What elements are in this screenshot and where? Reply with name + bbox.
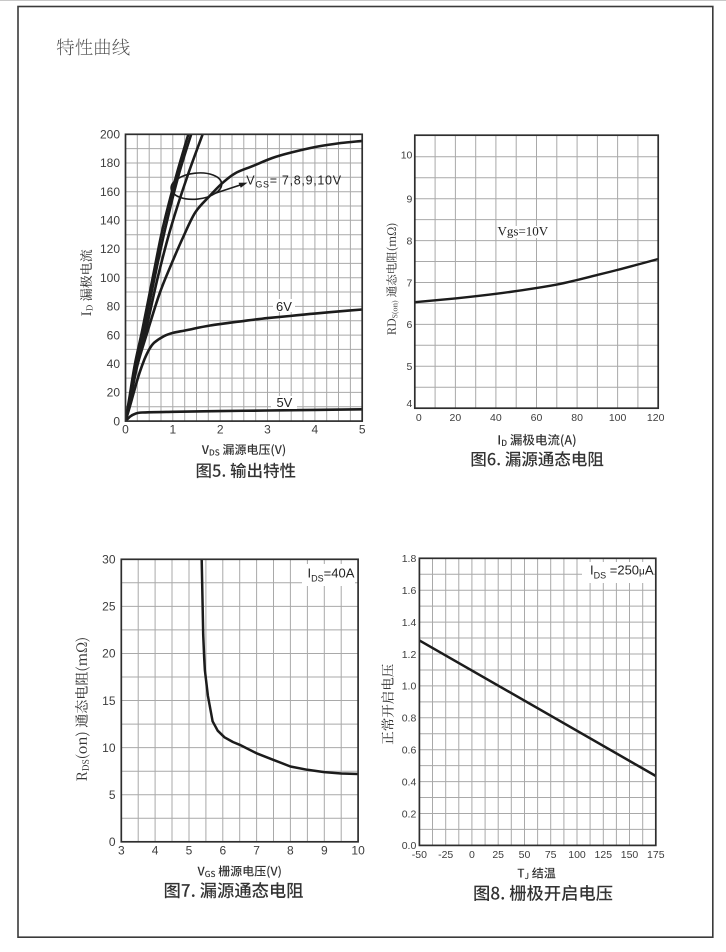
svg-text:30: 30 [102, 553, 116, 567]
svg-text:40: 40 [490, 412, 502, 424]
svg-text:8: 8 [287, 844, 294, 858]
svg-text:25: 25 [102, 600, 116, 614]
svg-text:0: 0 [122, 423, 129, 437]
svg-text:3: 3 [118, 844, 125, 858]
svg-text:150: 150 [621, 849, 639, 861]
svg-text:2: 2 [217, 423, 224, 437]
svg-text:80: 80 [107, 300, 121, 314]
svg-text:75: 75 [545, 849, 557, 861]
svg-text:0.0: 0.0 [402, 840, 417, 852]
svg-text:0: 0 [109, 835, 116, 849]
svg-text:6: 6 [219, 844, 226, 858]
svg-text:60: 60 [531, 412, 543, 424]
svg-text:20: 20 [450, 412, 462, 424]
svg-text:0.8: 0.8 [402, 713, 417, 725]
svg-text:160: 160 [100, 185, 120, 199]
svg-text:8: 8 [407, 235, 413, 247]
svg-text:4: 4 [407, 398, 413, 410]
svg-text:IDS =250μA: IDS =250μA [590, 563, 654, 581]
svg-text:10: 10 [401, 149, 413, 161]
svg-text:10: 10 [102, 741, 116, 755]
svg-text:5: 5 [359, 423, 366, 437]
svg-text:4: 4 [312, 423, 319, 437]
svg-text:9: 9 [321, 844, 328, 858]
svg-text:Vgs=10V: Vgs=10V [498, 224, 549, 239]
svg-text:125: 125 [595, 849, 613, 861]
svg-text:5: 5 [186, 844, 193, 858]
svg-text:200: 200 [100, 128, 120, 142]
svg-text:1: 1 [169, 423, 176, 437]
svg-text:50: 50 [519, 849, 531, 861]
svg-text:5V: 5V [276, 395, 292, 410]
svg-text:0.4: 0.4 [402, 776, 417, 788]
svg-text:4: 4 [152, 844, 159, 858]
svg-text:1.4: 1.4 [402, 617, 417, 629]
svg-text:3: 3 [264, 423, 271, 437]
svg-text:0.2: 0.2 [402, 808, 417, 820]
svg-text:9: 9 [407, 194, 413, 206]
svg-text:6V: 6V [276, 299, 292, 314]
svg-text:140: 140 [100, 214, 120, 228]
svg-text:7: 7 [253, 844, 260, 858]
svg-text:100: 100 [568, 849, 586, 861]
svg-text:-50: -50 [412, 849, 427, 861]
svg-text:-25: -25 [438, 849, 453, 861]
svg-text:10: 10 [351, 844, 365, 858]
svg-text:6: 6 [407, 319, 413, 331]
svg-text:0: 0 [113, 414, 120, 428]
svg-text:80: 80 [571, 412, 583, 424]
svg-text:1.8: 1.8 [402, 553, 417, 565]
svg-text:20: 20 [107, 386, 121, 400]
svg-text:VGS= 7,8,9,10V: VGS= 7,8,9,10V [246, 174, 341, 190]
svg-text:0: 0 [469, 849, 475, 861]
svg-text:5: 5 [109, 788, 116, 802]
svg-text:60: 60 [107, 328, 121, 342]
svg-text:1.0: 1.0 [402, 681, 417, 693]
svg-text:120: 120 [647, 412, 665, 424]
svg-text:25: 25 [492, 849, 504, 861]
svg-text:0: 0 [416, 412, 422, 424]
svg-text:40: 40 [107, 357, 121, 371]
svg-text:100: 100 [609, 412, 627, 424]
svg-text:180: 180 [100, 156, 120, 170]
svg-text:0.6: 0.6 [402, 745, 417, 757]
svg-text:175: 175 [647, 849, 665, 861]
svg-text:15: 15 [102, 694, 116, 708]
svg-text:100: 100 [100, 271, 120, 285]
svg-text:5: 5 [407, 361, 413, 373]
svg-text:20: 20 [102, 647, 116, 661]
svg-text:7: 7 [407, 277, 413, 289]
svg-text:120: 120 [100, 242, 120, 256]
svg-text:1.6: 1.6 [402, 585, 417, 597]
svg-text:1.2: 1.2 [402, 649, 417, 661]
